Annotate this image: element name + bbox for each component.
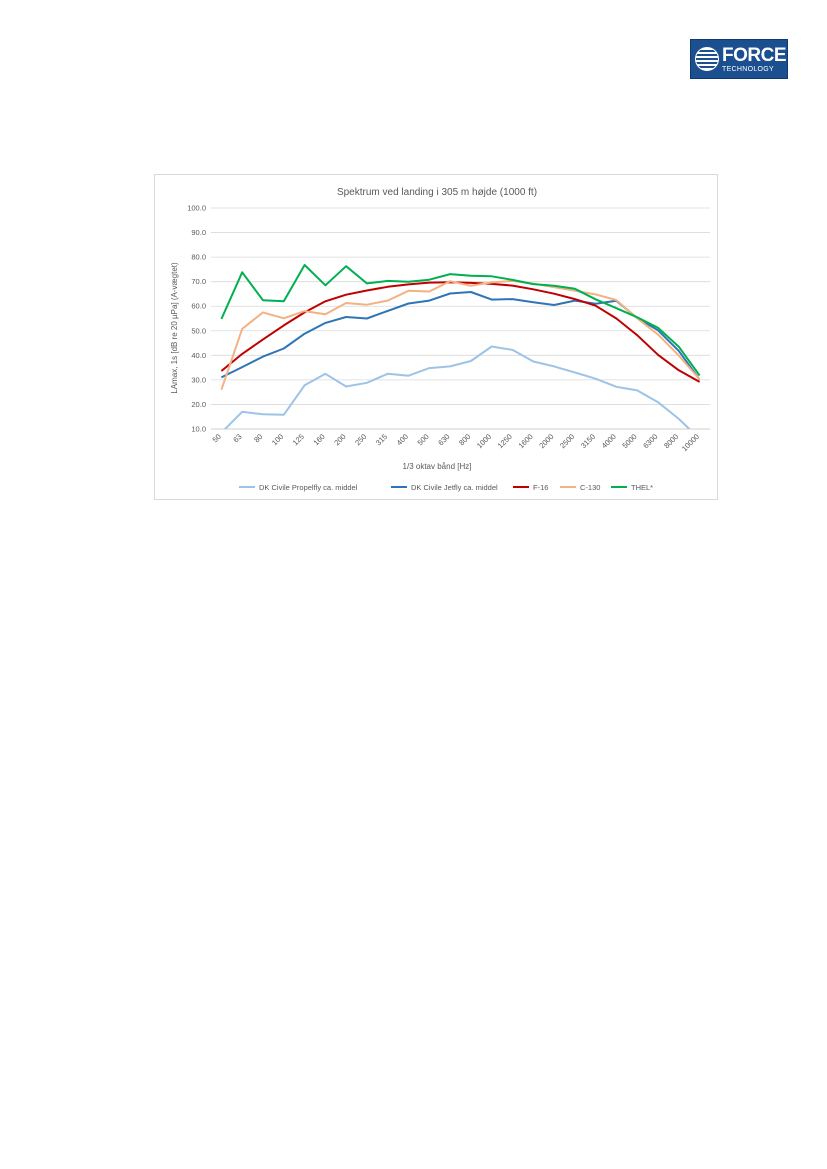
x-tick-label: 2000 bbox=[537, 432, 555, 450]
legend-label: DK Civile Propelfly ca. middel bbox=[259, 483, 358, 492]
y-tick-label: 30.0 bbox=[191, 375, 206, 384]
x-tick-label: 10000 bbox=[680, 432, 701, 453]
legend-label: C-130 bbox=[580, 483, 600, 492]
legend-item: THEL* bbox=[611, 483, 653, 492]
y-tick-label: 70.0 bbox=[191, 277, 206, 286]
x-tick-label: 800 bbox=[457, 432, 472, 447]
legend-item: DK Civile Jetfly ca. middel bbox=[391, 483, 498, 492]
series-line bbox=[220, 281, 701, 383]
x-tick-label: 1250 bbox=[496, 432, 514, 450]
legend-label: THEL* bbox=[631, 483, 653, 492]
y-tick-label: 50.0 bbox=[191, 326, 206, 335]
legend-item: DK Civile Propelfly ca. middel bbox=[239, 483, 358, 492]
logo-word: FORCE bbox=[722, 44, 787, 66]
series-line bbox=[220, 264, 701, 377]
x-tick-label: 3150 bbox=[579, 432, 597, 450]
x-tick-label: 315 bbox=[374, 432, 389, 447]
logo-subtitle: TECHNOLOGY bbox=[722, 65, 775, 73]
y-tick-label: 20.0 bbox=[191, 400, 206, 409]
x-tick-label: 8000 bbox=[662, 432, 680, 450]
x-tick-label: 160 bbox=[312, 432, 327, 447]
x-tick-label: 1600 bbox=[517, 432, 535, 450]
x-tick-label: 5000 bbox=[620, 432, 638, 450]
x-tick-label: 6300 bbox=[641, 432, 659, 450]
x-tick-label: 63 bbox=[231, 432, 243, 444]
x-axis-label: 1/3 oktav bånd [Hz] bbox=[403, 462, 472, 471]
y-axis-ticks: 10.0 20.0 30.0 40.0 50.0 60.0 70.0 80.0 90.0 100.… bbox=[187, 204, 206, 434]
x-tick-label: 50 bbox=[211, 432, 223, 444]
y-axis-label: LAmax, 1s [dB re 20 µPa] (A-vægtet) bbox=[170, 262, 179, 394]
logo-text: FORCE TECHNOLOGY bbox=[722, 44, 787, 73]
chart-title: Spektrum ved landing i 305 m højde (1000… bbox=[337, 187, 537, 198]
chart-legend: DK Civile Propelfly ca. middel DK Civile … bbox=[239, 483, 653, 492]
y-tick-label: 100.0 bbox=[187, 204, 206, 213]
x-axis-ticks: 50 63 80 100 125 160 200 250 315 400 500 630 800 1000… bbox=[211, 432, 701, 453]
y-tick-label: 60.0 bbox=[191, 302, 206, 311]
x-tick-label: 100 bbox=[270, 432, 285, 447]
y-tick-label: 40.0 bbox=[191, 351, 206, 360]
series-line bbox=[220, 279, 701, 391]
force-technology-logo: FORCE TECHNOLOGY bbox=[690, 39, 788, 79]
x-tick-label: 200 bbox=[332, 432, 347, 447]
chart-series bbox=[220, 264, 701, 429]
x-tick-label: 125 bbox=[291, 432, 306, 447]
y-tick-label: 80.0 bbox=[191, 253, 206, 262]
legend-label: F-16 bbox=[533, 483, 548, 492]
x-tick-label: 2500 bbox=[558, 432, 576, 450]
x-tick-label: 80 bbox=[252, 432, 264, 444]
series-line bbox=[223, 345, 691, 429]
x-tick-label: 1000 bbox=[475, 432, 493, 450]
x-tick-label: 4000 bbox=[600, 432, 618, 450]
x-tick-label: 400 bbox=[395, 432, 410, 447]
legend-label: DK Civile Jetfly ca. middel bbox=[411, 483, 498, 492]
x-tick-label: 630 bbox=[436, 432, 451, 447]
legend-item: C-130 bbox=[560, 483, 600, 492]
chart-container: 10.0 20.0 30.0 40.0 50.0 60.0 70.0 80.0 90.0 100.… bbox=[154, 174, 718, 500]
x-tick-label: 500 bbox=[416, 432, 431, 447]
spectrum-chart: 10.0 20.0 30.0 40.0 50.0 60.0 70.0 80.0 90.0 100.… bbox=[170, 187, 710, 492]
x-tick-label: 250 bbox=[353, 432, 368, 447]
legend-item: F-16 bbox=[513, 483, 548, 492]
logo-mark-icon bbox=[695, 47, 719, 71]
series-line bbox=[220, 291, 701, 381]
y-tick-label: 10.0 bbox=[191, 425, 206, 434]
y-tick-label: 90.0 bbox=[191, 228, 206, 237]
